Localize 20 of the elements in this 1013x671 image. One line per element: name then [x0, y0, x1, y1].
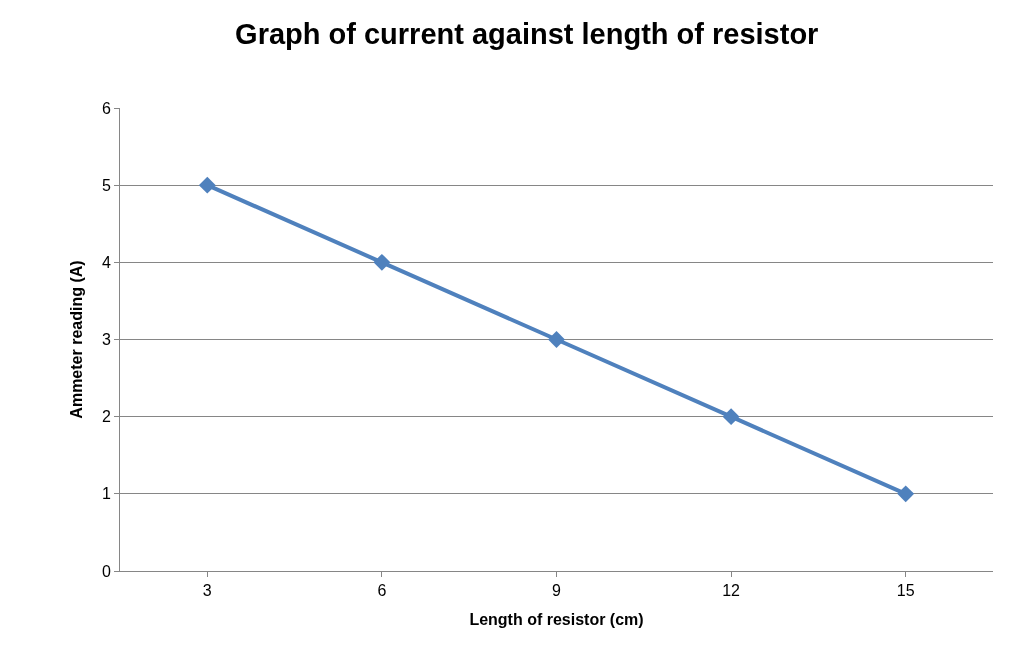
y-tick-label: 0 — [101, 562, 111, 580]
point — [897, 485, 915, 503]
y-axis-title: Ammeter reading (A) — [67, 260, 85, 419]
x-tick-label: 6 — [377, 582, 387, 600]
chart-title: Graph of current against length of resistor — [235, 17, 819, 50]
y-tick-label: 1 — [101, 485, 111, 503]
y-tick-label: 3 — [101, 331, 111, 349]
x-tick-label: 15 — [896, 582, 915, 600]
x-axis-title: Length of resistor (cm) — [469, 610, 644, 628]
y-tick-label: 4 — [101, 253, 111, 271]
x-tick-label: 3 — [202, 582, 212, 600]
y-tick-label: 6 — [101, 99, 111, 117]
point — [198, 176, 216, 194]
point — [373, 253, 391, 271]
x-tick-label: 9 — [552, 582, 562, 600]
x-tick-label: 12 — [722, 582, 741, 600]
y-tick-label: 5 — [101, 176, 111, 194]
point — [722, 408, 740, 426]
point — [548, 331, 565, 348]
y-tick-label: 2 — [101, 408, 111, 426]
